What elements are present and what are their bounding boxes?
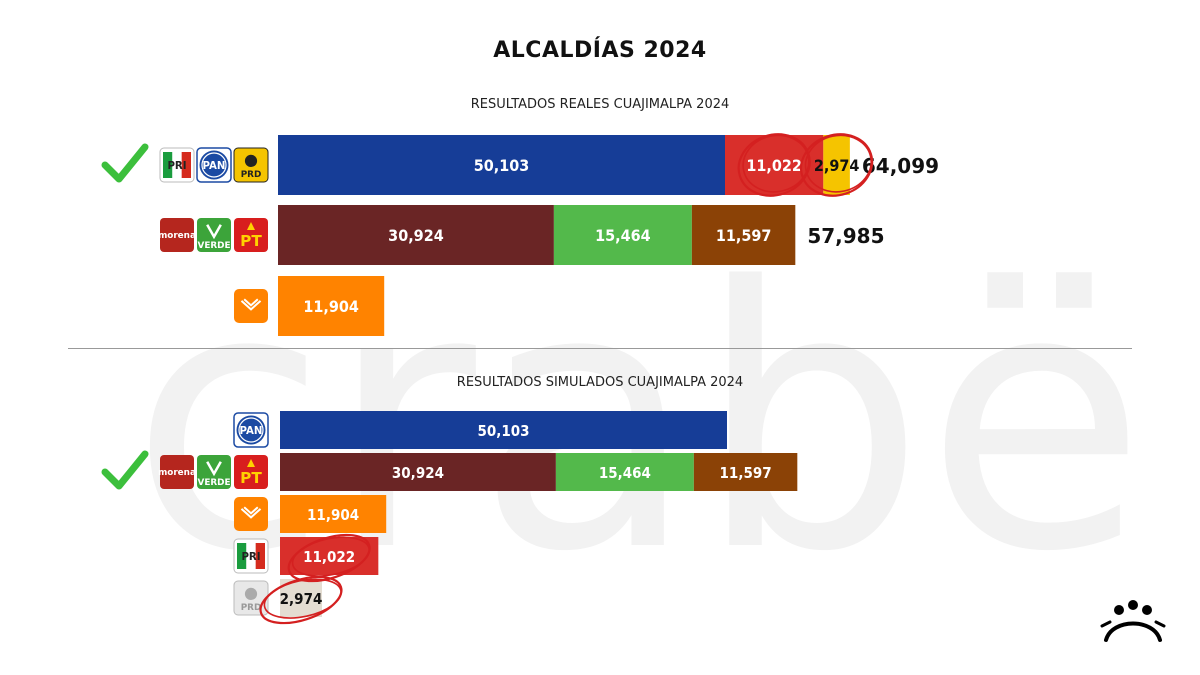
bar-pt [691,205,796,265]
bar-morena [280,453,556,491]
data-label: 30,924 [388,226,444,245]
svg-text:PT: PT [240,469,262,487]
row-total-label: 64,099 [862,154,939,178]
page-title: ALCALDÍAS 2024 [493,38,707,63]
highlight-circle [800,133,874,197]
data-label: 11,022 [303,548,355,566]
data-label: 11,022 [746,156,802,175]
bar-morena [278,205,554,265]
data-label: 11,597 [716,226,772,245]
svg-text:PAN: PAN [203,161,226,172]
chart-title-simulated: RESULTADOS SIMULADOS CUAJIMALPA 2024 [456,375,744,390]
bar-verde [553,205,692,265]
highlight-circle [263,578,342,619]
pan-logo-icon: PAN [233,412,269,448]
data-label: 50,103 [477,422,529,440]
bar-pan [280,411,727,449]
morena-logo-icon: morena [158,455,196,489]
highlight-circle [804,134,872,193]
verde-logo-icon: VERDE [197,455,231,489]
data-label: 50,103 [474,156,530,175]
data-label: 15,464 [595,226,651,245]
verde-logo-icon: VERDE [197,218,231,252]
prd-logo-icon: PRD [233,147,269,183]
brand-logo [1100,600,1166,642]
svg-text:PRD: PRD [241,603,262,613]
data-label: 2,974 [814,156,860,175]
data-label: 11,904 [307,506,359,524]
row-total-label: 57,985 [807,224,884,248]
bar-pri [280,537,379,575]
pt-logo-icon: PT [234,218,268,252]
svg-text:PRI: PRI [241,552,260,563]
chart-title-real: RESULTADOS REALES CUAJIMALPA 2024 [470,97,730,112]
bar-prd_simulated [280,579,322,617]
svg-text:VERDE: VERDE [197,478,230,488]
pri-logo-icon: PRI [233,538,269,574]
mc-logo-icon [234,497,268,531]
bar-pan [278,135,725,195]
svg-text:PAN: PAN [240,426,263,437]
svg-text:VERDE: VERDE [197,241,230,251]
mc-logo-icon [234,289,268,323]
highlight-circle [287,533,371,583]
pt-logo-icon: PT [234,455,268,489]
data-label: 30,924 [392,464,444,482]
highlight-circle [291,536,371,577]
prd_grey-logo-icon: PRD [233,580,269,616]
pan-logo-icon: PAN [196,147,232,183]
pri-logo-icon: PRI [159,147,195,183]
bar-mc [278,276,385,336]
svg-text:PRI: PRI [167,161,186,172]
bar-verde [555,453,694,491]
data-label: 11,597 [720,464,772,482]
data-label: 11,904 [303,297,359,316]
data-label: 2,974 [280,590,323,608]
data-label: 15,464 [599,464,651,482]
winner-check-icon [101,143,149,183]
morena-logo-icon: morena [158,218,196,252]
winner-check-icon [101,450,149,490]
svg-text:PRD: PRD [241,170,262,180]
svg-text:PT: PT [240,232,262,250]
section-divider [68,348,1132,349]
highlight-circle [742,134,810,193]
bar-pt [693,453,798,491]
svg-text:morena: morena [158,231,196,241]
highlight-circle [259,575,343,625]
svg-text:morena: morena [158,468,196,478]
bar-mc [280,495,387,533]
bar-prd [823,135,850,195]
